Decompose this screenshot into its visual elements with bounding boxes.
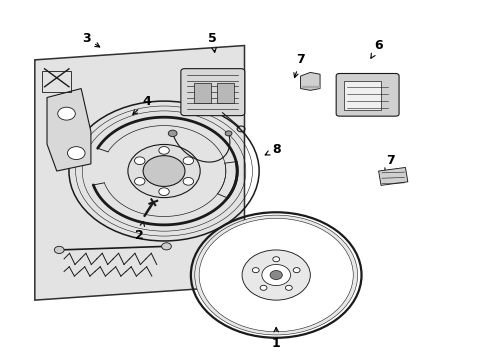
Circle shape xyxy=(54,246,64,253)
Polygon shape xyxy=(300,72,320,90)
Circle shape xyxy=(143,156,184,186)
Circle shape xyxy=(293,267,300,273)
Circle shape xyxy=(134,157,144,165)
Circle shape xyxy=(285,285,292,290)
Circle shape xyxy=(242,250,310,300)
Polygon shape xyxy=(378,167,407,185)
Text: 3: 3 xyxy=(81,32,100,47)
Polygon shape xyxy=(35,45,244,300)
Text: 4: 4 xyxy=(133,95,151,114)
Circle shape xyxy=(183,157,193,165)
Circle shape xyxy=(183,177,193,185)
Circle shape xyxy=(272,257,279,262)
Circle shape xyxy=(199,219,352,332)
Text: 6: 6 xyxy=(370,39,382,58)
Text: 8: 8 xyxy=(264,143,280,156)
Circle shape xyxy=(194,215,357,335)
Circle shape xyxy=(261,265,290,285)
Text: 7: 7 xyxy=(293,53,305,77)
Text: 1: 1 xyxy=(271,328,280,350)
Text: 2: 2 xyxy=(135,221,144,242)
Bar xyxy=(193,83,210,103)
Circle shape xyxy=(269,270,282,280)
Polygon shape xyxy=(47,89,91,171)
Circle shape xyxy=(159,147,169,154)
Text: 5: 5 xyxy=(208,32,217,52)
Circle shape xyxy=(128,144,200,198)
Circle shape xyxy=(134,177,144,185)
Circle shape xyxy=(161,243,171,250)
Bar xyxy=(216,83,233,103)
Circle shape xyxy=(168,130,177,136)
Bar xyxy=(344,81,380,110)
Circle shape xyxy=(159,188,169,195)
Circle shape xyxy=(260,285,266,290)
Circle shape xyxy=(252,267,259,273)
FancyBboxPatch shape xyxy=(181,69,244,116)
Circle shape xyxy=(58,107,75,120)
Text: 7: 7 xyxy=(384,154,394,173)
Circle shape xyxy=(67,147,85,159)
FancyBboxPatch shape xyxy=(335,73,398,116)
Bar xyxy=(42,71,71,92)
Circle shape xyxy=(224,131,231,136)
